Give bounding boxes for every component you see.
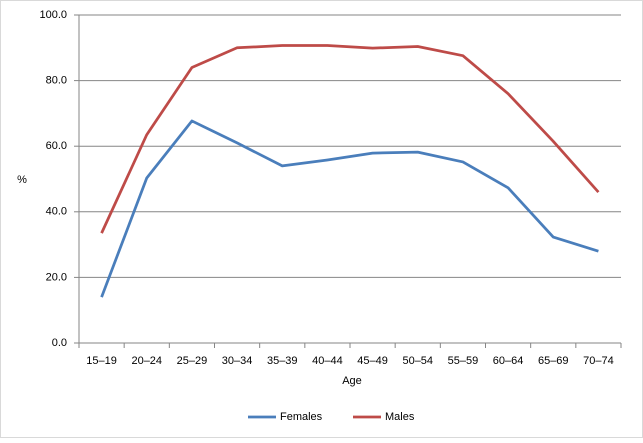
x-tick-label: 40–44	[312, 355, 343, 367]
x-tick-label: 60–64	[493, 355, 524, 367]
series-line	[100, 119, 599, 298]
x-tick-label: 35–39	[267, 355, 298, 367]
x-tick-label: 50–54	[402, 355, 433, 367]
y-tick-label: 60.0	[46, 140, 67, 152]
y-tick-label: 80.0	[46, 75, 67, 87]
x-tick-label: 25–29	[177, 355, 208, 367]
x-axis-title: Age	[342, 375, 362, 387]
x-tick-label: 30–34	[222, 355, 253, 367]
x-tick-label: 70–74	[583, 355, 614, 367]
series-line	[100, 44, 600, 234]
x-tick-label: 45–49	[357, 355, 388, 367]
y-axis-title: %	[17, 174, 27, 186]
x-tick-label: 20–24	[131, 355, 162, 367]
x-tick-label: 65–69	[538, 355, 569, 367]
legend-label: Females	[280, 411, 323, 423]
y-tick-label: 100.0	[39, 9, 67, 21]
y-tick-label: 40.0	[46, 206, 67, 218]
y-tick-label: 0.0	[52, 337, 67, 349]
legend-label: Males	[385, 411, 415, 423]
y-tick-label: 20.0	[46, 271, 67, 283]
x-tick-label: 15–19	[86, 355, 117, 367]
x-tick-label: 55–59	[448, 355, 479, 367]
